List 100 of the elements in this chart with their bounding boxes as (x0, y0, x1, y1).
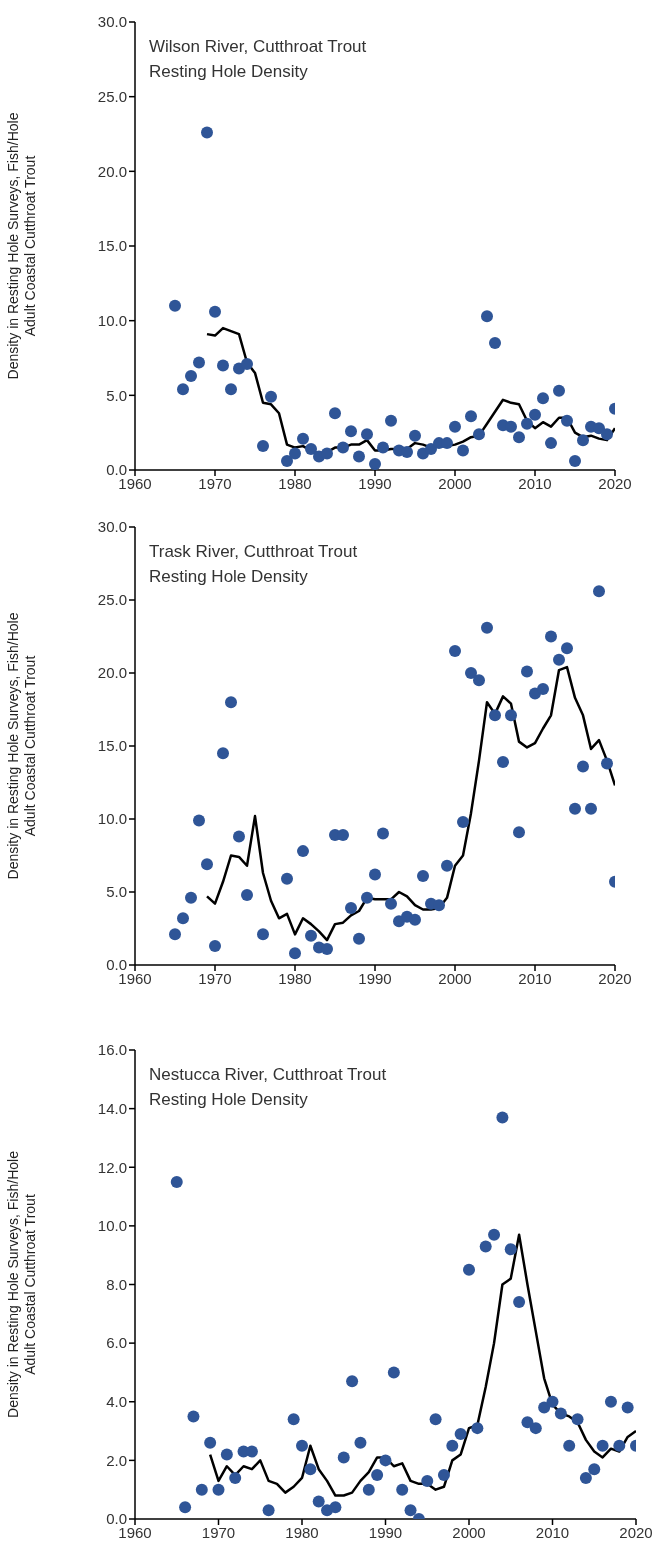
point (304, 1463, 317, 1476)
point (621, 1401, 634, 1414)
point (571, 1413, 584, 1426)
point (604, 1395, 617, 1408)
point (220, 1448, 233, 1461)
point (601, 428, 613, 441)
point (362, 1483, 375, 1496)
point (545, 437, 557, 450)
y-tick-label: 20.0 (97, 664, 127, 682)
point (229, 1471, 242, 1484)
x-tick-label: 2020 (619, 1523, 653, 1541)
x-tick-label: 2010 (518, 474, 552, 492)
y-tick-label: 5.0 (106, 883, 127, 901)
point (217, 359, 229, 372)
point (457, 815, 469, 828)
y-tick-label: 10.0 (97, 311, 127, 329)
point (170, 1175, 183, 1188)
point (265, 390, 277, 403)
point (353, 450, 365, 463)
y-axis-title: Density in Resting Hole Surveys, Fish/Hole Adult Coastal Cutthroat Trout (5, 1150, 38, 1418)
y-tick-label: 12.0 (97, 1158, 127, 1176)
point (489, 337, 501, 350)
point (337, 441, 349, 454)
point (457, 444, 469, 457)
point (217, 747, 229, 760)
text: Wilson River, Cutthroat Trout (149, 36, 367, 58)
point (241, 888, 253, 901)
point (212, 1483, 225, 1496)
point (169, 299, 181, 312)
point (396, 1483, 409, 1496)
y-tick-label: 30.0 (97, 518, 127, 536)
point (601, 757, 613, 770)
text: Resting Hole Density (149, 1089, 309, 1111)
point (505, 420, 517, 433)
point (546, 1395, 559, 1408)
line-series (208, 1233, 636, 1497)
point (569, 802, 581, 815)
point (305, 443, 317, 456)
point (521, 665, 533, 678)
point (371, 1469, 384, 1482)
point (361, 891, 373, 904)
point (473, 674, 485, 687)
point (577, 434, 589, 447)
point (305, 929, 317, 942)
point (513, 431, 525, 444)
text: Nestucca River, Cutthroat Trout (149, 1064, 387, 1086)
point (409, 913, 421, 926)
point (179, 1501, 192, 1514)
point (185, 891, 197, 904)
point (563, 1439, 576, 1452)
y-axis-title: Density in Resting Hole Surveys, Fish/Hole Adult Coastal Cutthroat Trout (5, 112, 38, 380)
point (177, 383, 189, 396)
point (225, 383, 237, 396)
point (201, 126, 213, 139)
point (496, 1111, 509, 1124)
point (417, 869, 429, 882)
point (257, 928, 269, 941)
point (497, 756, 509, 769)
point (561, 414, 573, 427)
point (537, 392, 549, 405)
point (513, 1296, 526, 1309)
point (613, 1439, 626, 1452)
point (177, 912, 189, 925)
point (537, 683, 549, 696)
point (233, 830, 245, 843)
point (289, 947, 301, 960)
x-tick-label: 2010 (535, 1523, 570, 1541)
point (409, 429, 421, 442)
point (385, 897, 397, 910)
point (257, 440, 269, 453)
x-tick-label: 1970 (201, 1523, 236, 1541)
point (204, 1436, 217, 1449)
x-tick-label: 1980 (278, 474, 312, 492)
point (481, 621, 493, 634)
y-tick-label: 14.0 (97, 1099, 127, 1117)
point (593, 422, 605, 435)
point (593, 585, 605, 598)
point (429, 1413, 442, 1426)
point (529, 408, 541, 421)
point (465, 410, 477, 423)
point (241, 357, 253, 370)
point (505, 709, 517, 722)
point (185, 369, 197, 382)
point (187, 1410, 200, 1423)
point (321, 942, 333, 955)
point (321, 447, 333, 460)
y-tick-label: 15.0 (97, 737, 127, 755)
point (545, 630, 557, 643)
x-tick-label: 2000 (438, 969, 472, 987)
point (404, 1504, 417, 1517)
point (596, 1439, 609, 1452)
y-tick-label: 2.0 (106, 1451, 127, 1469)
point (361, 428, 373, 441)
point (569, 455, 581, 468)
point (353, 932, 365, 945)
point (195, 1483, 208, 1496)
x-tick-label: 2020 (598, 474, 632, 492)
y-tick-label: 16.0 (97, 1041, 127, 1059)
point (379, 1454, 392, 1467)
point (377, 827, 389, 840)
